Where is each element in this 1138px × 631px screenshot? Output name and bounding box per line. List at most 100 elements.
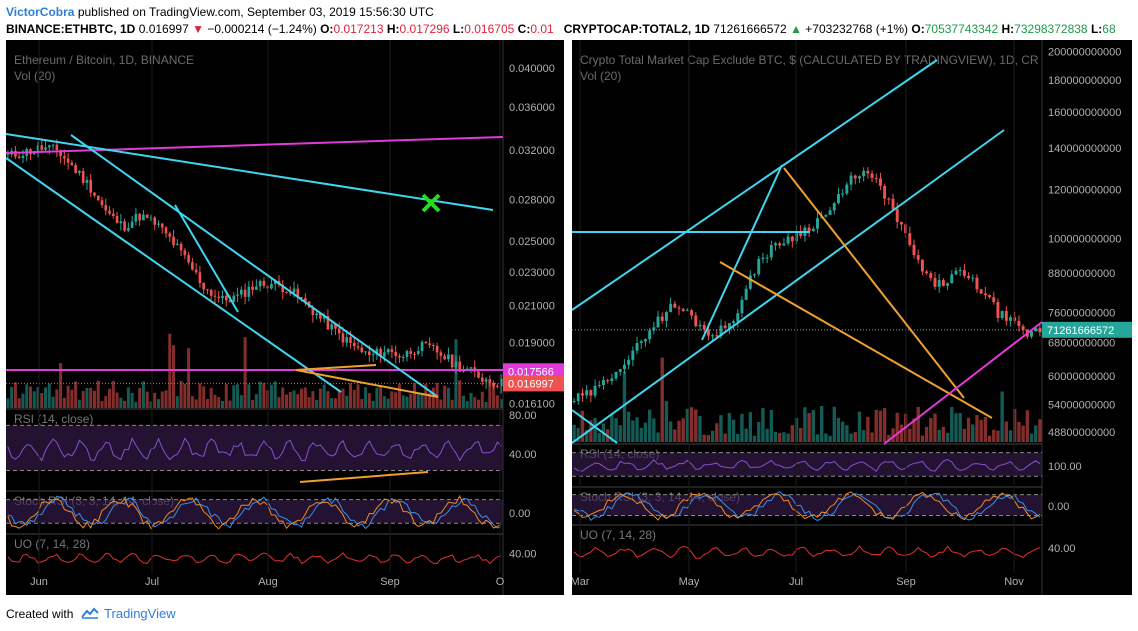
candle-body	[883, 185, 887, 199]
candle-body	[899, 221, 903, 225]
volume-bar	[971, 424, 975, 442]
volume-bar	[81, 390, 85, 408]
volume-bar	[987, 435, 992, 442]
volume-bar	[484, 401, 488, 408]
candle-body	[925, 271, 929, 274]
candle-body	[635, 342, 639, 351]
candle-body	[832, 203, 836, 211]
right-o-label: O:	[911, 22, 925, 36]
candle-body	[622, 364, 626, 370]
candle-body	[206, 289, 209, 291]
volume-bar	[269, 384, 273, 408]
volume-bar	[100, 401, 104, 408]
volume-bar	[610, 413, 614, 442]
volume-bar	[580, 410, 585, 442]
chart-title: Crypto Total Market Cap Exclude BTC, $ (…	[580, 53, 1039, 67]
footer: Created with TradingView	[6, 606, 176, 621]
volume-bar	[769, 409, 774, 442]
volume-bar	[836, 417, 841, 442]
candle-body	[757, 259, 761, 275]
volume-bar	[761, 408, 765, 442]
candle-body	[971, 277, 975, 279]
publish-line: VictorCobra published on TradingView.com…	[6, 5, 434, 19]
y-tick-label: 88000000000	[1048, 268, 1115, 280]
ethbtc-chart-panel[interactable]: Ethereum / Bitcoin, 1D, BINANCE Vol (20) 0…	[6, 40, 564, 595]
candle-body	[375, 348, 379, 355]
x-tick-label: Sep	[896, 576, 916, 588]
y-tick-label: 0.023000	[509, 267, 555, 279]
candle-body	[93, 192, 96, 196]
indicator-line	[7, 495, 502, 530]
candle-body	[782, 243, 786, 246]
volume-bar	[979, 419, 983, 442]
x-tick-label: Jul	[789, 576, 803, 588]
y-tick-label: 120000000000	[1048, 184, 1121, 196]
candle-body	[142, 214, 145, 221]
author-link[interactable]: VictorCobra	[6, 5, 75, 19]
volume-bar	[920, 435, 925, 442]
volume-bar	[794, 417, 799, 442]
volume-bar	[685, 408, 690, 442]
y-tick-label: 76000000000	[1048, 307, 1115, 319]
quote-line: BINANCE:ETHBTC, 1D 0.016997 ▼ −0.000214 …	[6, 22, 1116, 36]
volume-bar	[315, 399, 319, 408]
volume-bar	[878, 410, 883, 442]
volume-bar	[32, 391, 36, 408]
candle-body	[912, 244, 916, 256]
volume-bar	[431, 387, 435, 408]
candle-body	[916, 255, 920, 260]
total2-chart-svg[interactable]: Crypto Total Market Cap Exclude BTC, $ (…	[572, 40, 1132, 595]
candle-body	[416, 351, 420, 354]
volume-bar	[499, 399, 503, 408]
candle-body	[979, 289, 983, 294]
volume-bar	[47, 383, 51, 408]
candle-body	[492, 382, 495, 386]
candle-body	[677, 307, 681, 309]
volume-bar	[51, 396, 55, 408]
volume-bar	[803, 407, 807, 442]
candle-body	[130, 221, 134, 228]
volume-bar	[209, 388, 213, 408]
volume-bar	[614, 418, 618, 442]
volume-bar	[480, 391, 484, 408]
candle-body	[14, 150, 17, 157]
candle-body	[386, 349, 390, 353]
volume-bar	[179, 380, 183, 408]
volume-bar	[626, 411, 631, 442]
volume-bar	[130, 392, 134, 408]
indicator-tick: 0.00	[509, 508, 530, 520]
volume-bar	[954, 413, 958, 442]
y-tick-label: 54000000000	[1048, 400, 1115, 412]
indicator-tick: 100.00	[1048, 461, 1082, 473]
volume-bar	[28, 386, 32, 408]
volume-bar	[183, 383, 187, 408]
candle-body	[610, 378, 614, 382]
candle-body	[929, 273, 933, 279]
candle-body	[878, 178, 882, 186]
candle-body	[187, 255, 190, 263]
candle-body	[454, 361, 458, 368]
tradingview-brand-link[interactable]: TradingView	[104, 606, 176, 621]
candle-body	[164, 227, 168, 234]
volume-bar	[882, 408, 887, 442]
volume-bar	[424, 383, 428, 408]
candle-body	[589, 390, 593, 396]
total2-chart-panel[interactable]: Crypto Total Market Cap Exclude BTC, $ (…	[572, 40, 1132, 595]
indicator-tick: 40.00	[509, 548, 537, 560]
candle-body	[322, 316, 326, 319]
volume-bar	[262, 382, 266, 408]
volume-bar	[439, 399, 443, 408]
candle-body	[368, 351, 371, 356]
x-tick-label: Jun	[30, 576, 48, 588]
volume-bar	[409, 393, 413, 408]
volume-bar	[660, 357, 664, 442]
left-c-label: C:	[517, 22, 531, 36]
volume-bar	[748, 412, 753, 442]
volume-bar	[160, 391, 164, 408]
volume-bar	[141, 381, 145, 408]
candle-body	[488, 379, 492, 383]
volume-bar	[790, 425, 794, 442]
ethbtc-chart-svg[interactable]: Ethereum / Bitcoin, 1D, BINANCE Vol (20) 0…	[6, 40, 564, 595]
volume-bar	[495, 395, 499, 408]
candle-body	[236, 294, 239, 296]
